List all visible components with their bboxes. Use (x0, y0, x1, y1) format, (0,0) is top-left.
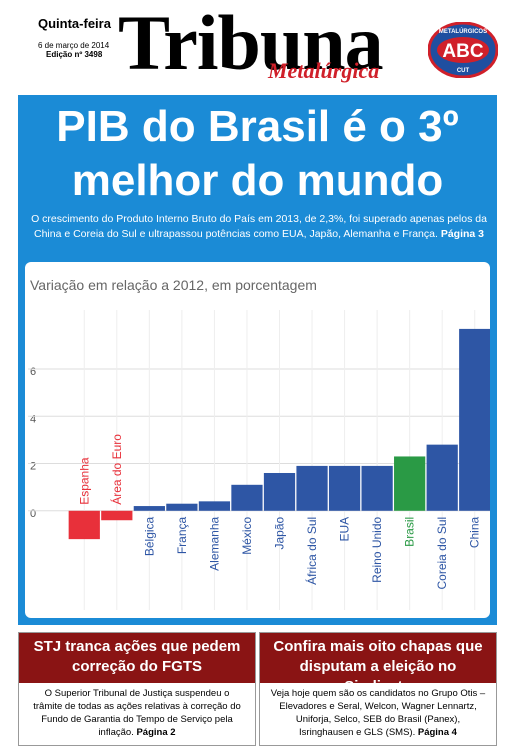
box-title: STJ tranca ações que pedem correção do F… (19, 633, 255, 683)
x-tick-label: Bélgica (142, 516, 156, 556)
bar (101, 510, 133, 521)
masthead-sub: Metalúrgica (268, 58, 380, 83)
x-tick-label: Espanha (77, 457, 91, 505)
bar (133, 506, 165, 511)
x-tick-label: Coreia do Sul (435, 517, 449, 590)
box-body: Veja hoje quem são os candidatos no Grup… (260, 683, 496, 743)
x-tick-label: Japão (273, 516, 287, 549)
bar (394, 456, 426, 511)
x-tick-label: Área do Euro (109, 434, 124, 505)
page-ref: Página 2 (136, 727, 176, 738)
bar (263, 472, 296, 511)
x-tick-label: França (175, 516, 189, 554)
x-tick-label: Alemanha (207, 516, 221, 570)
logo-bottom: CUT (457, 68, 470, 74)
logo: METALÚRGICOS ABC CUT (428, 22, 498, 78)
logo-main: ABC (442, 41, 483, 62)
box-body: O Superior Tribunal de Justiça suspendeu… (19, 683, 255, 743)
news-box: STJ tranca ações que pedem correção do F… (18, 632, 256, 746)
y-tick-label: 4 (30, 413, 36, 425)
x-tick-label: México (240, 516, 254, 554)
chart-panel (25, 262, 490, 618)
box-text: Veja hoje quem são os candidatos no Grup… (270, 688, 486, 738)
weekday: Quinta-feira (38, 16, 111, 31)
x-tick-label: Reino Unido (370, 516, 384, 582)
bar (328, 465, 361, 511)
chart-title: Variação em relação a 2012, em porcentag… (30, 277, 317, 293)
headline: PIB do Brasil é o 3º melhor do mundo (56, 102, 459, 205)
x-tick-label: EUA (338, 517, 352, 542)
bar (166, 503, 198, 511)
x-tick-label: África do Sul (304, 517, 319, 585)
x-tick-label: Brasil (403, 517, 417, 547)
y-tick-label: 0 (30, 508, 36, 520)
bar (68, 510, 100, 540)
edition: Edição nº 3498 (46, 50, 103, 59)
logo-center (437, 37, 489, 63)
box-text: O Superior Tribunal de Justiça suspendeu… (33, 688, 241, 738)
y-tick-label: 6 (30, 366, 36, 378)
chart: Variação em relação a 2012, em porcentag… (28, 277, 490, 610)
bar (296, 465, 328, 511)
bar (361, 465, 393, 511)
bar (459, 328, 490, 511)
bar (198, 501, 231, 511)
bar (231, 484, 263, 511)
lead: O crescimento do Produto Interno Bruto d… (28, 212, 490, 242)
x-tick-label: China (468, 516, 482, 548)
lead-text: O crescimento do Produto Interno Bruto d… (31, 213, 487, 240)
masthead: Tribuna (118, 0, 384, 86)
page-ref: Página 4 (417, 727, 457, 738)
box-title: Confira mais oito chapas que disputam a … (260, 633, 496, 695)
page-ref: Página 3 (440, 228, 484, 240)
date: 6 de março de 2014 (38, 41, 110, 50)
bar (426, 444, 458, 511)
news-box: Confira mais oito chapas que disputam a … (259, 632, 497, 746)
y-tick-label: 2 (30, 461, 36, 473)
logo-top: METALÚRGICOS (439, 28, 487, 35)
